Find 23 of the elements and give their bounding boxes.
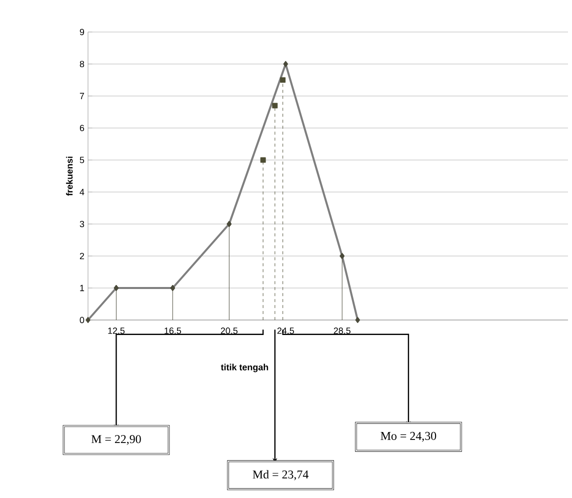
x-tick-label: 24.5 [277, 328, 294, 334]
x-tick-label: 16.5 [164, 328, 182, 334]
y-tick-label: 3 [80, 220, 84, 228]
y-tick-label: 9 [80, 28, 84, 36]
point [280, 77, 286, 83]
y-tick-label: 1 [80, 284, 84, 292]
point [272, 102, 278, 108]
y-tick-label: 7 [80, 92, 84, 100]
text: Md = 23,74 [252, 470, 308, 480]
text: M = 22,90 [91, 435, 141, 445]
point [260, 157, 266, 163]
y-tick-label: 6 [80, 124, 84, 132]
x-tick-label: 12.5 [108, 328, 125, 334]
x-axis-title: titik tengah [220, 364, 268, 372]
y-tick-label: 4 [80, 188, 84, 196]
x-tick-label: 28.5 [334, 328, 350, 334]
y-tick-label: 2 [80, 252, 84, 260]
y-tick-label: 0 [80, 316, 84, 324]
y-tick-label: 8 [80, 60, 84, 68]
y-axis-title: frekuensi [66, 156, 73, 196]
x-tick-label: 20.5 [220, 328, 238, 334]
text: Mo = 24,30 [380, 432, 436, 442]
y-tick-label: 5 [80, 156, 84, 164]
